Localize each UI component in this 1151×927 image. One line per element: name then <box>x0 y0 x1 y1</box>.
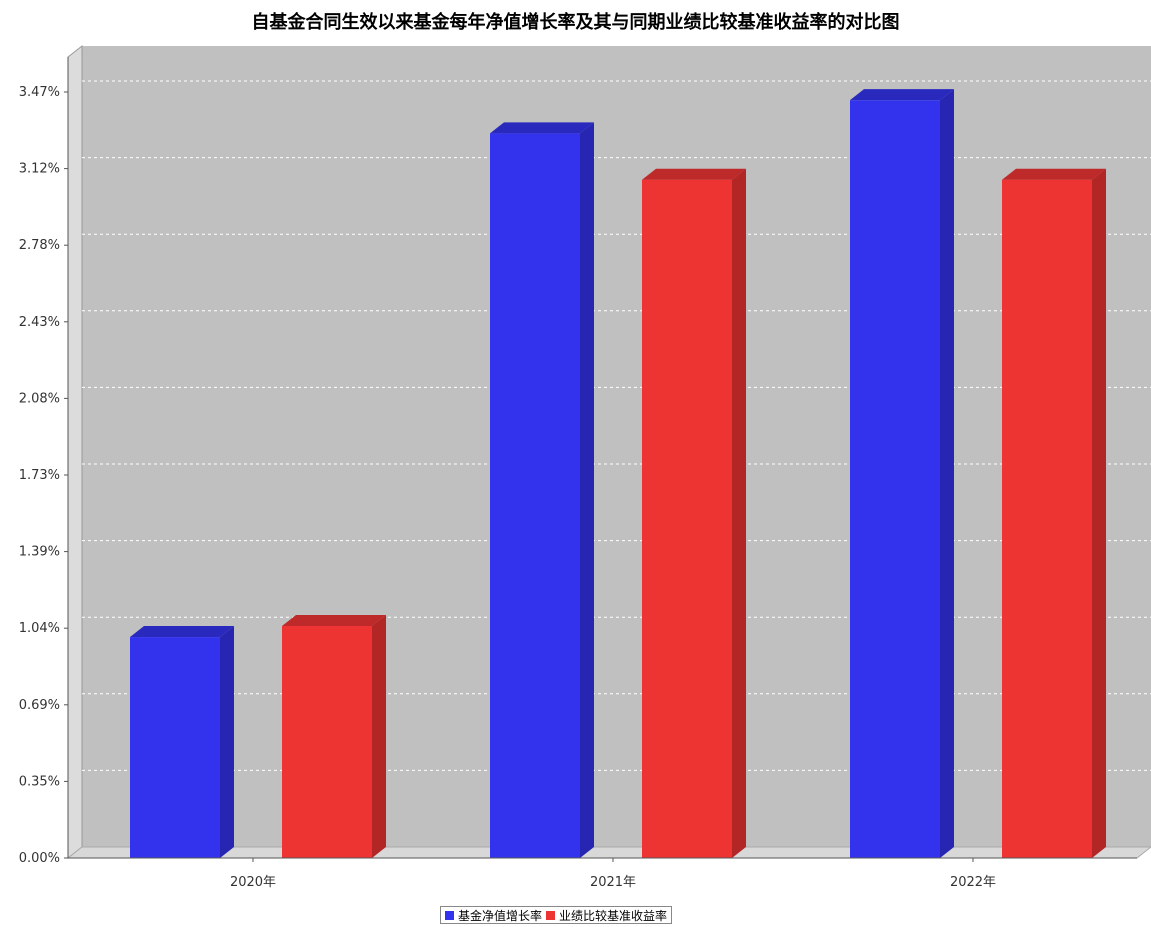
bar-benchmark-2 <box>1002 168 1106 858</box>
legend-swatch-benchmark <box>546 910 556 920</box>
legend-item-benchmark: 业绩比较基准收益率 <box>546 907 667 924</box>
y-tick-label: 0.69% <box>19 698 60 713</box>
bar-benchmark-0 <box>282 615 386 858</box>
y-tick-label: 3.12% <box>19 162 60 177</box>
y-tick-label: 1.39% <box>19 545 60 560</box>
bar-top <box>282 615 386 627</box>
y-tick-label: 0.35% <box>19 774 60 789</box>
bar-front <box>1002 179 1092 858</box>
bar-side <box>940 89 954 858</box>
bar-top <box>130 626 234 638</box>
legend-item-fund: 基金净值增长率 <box>445 907 542 924</box>
bar-top <box>642 168 746 180</box>
legend-label-fund: 基金净值增长率 <box>458 908 543 923</box>
chart-legend: 基金净值增长率 业绩比较基准收益率 <box>440 906 673 924</box>
chart-title: 自基金合同生效以来基金每年净值增长率及其与同期业绩比较基准收益率的对比图 <box>251 12 900 33</box>
bar-side <box>1092 168 1106 858</box>
bar-side <box>580 122 594 858</box>
legend-swatch-fund <box>445 910 454 920</box>
bar-side <box>732 168 746 858</box>
x-tick-label: 2022年 <box>950 875 996 890</box>
bar-top <box>490 122 594 134</box>
y-tick-label: 1.73% <box>19 468 60 483</box>
bar-side <box>372 615 386 858</box>
legend-label-benchmark: 业绩比较基准收益率 <box>559 908 668 923</box>
bar-fund-2 <box>850 89 954 858</box>
bar-top <box>1002 168 1106 180</box>
y-tick-label: 2.08% <box>19 391 60 406</box>
x-tick-label: 2020年 <box>230 875 276 890</box>
bar-benchmark-1 <box>642 168 746 858</box>
bar-front <box>130 637 220 858</box>
bar-top <box>850 89 954 101</box>
plot-back-wall <box>82 46 1151 847</box>
plot-side-wall <box>67 44 83 860</box>
y-tick-label: 3.47% <box>19 85 60 100</box>
bar-front <box>850 100 940 858</box>
bar-fund-1 <box>490 122 594 858</box>
bar-front <box>642 179 732 858</box>
x-tick-label: 2021年 <box>590 875 636 890</box>
bar-fund-0 <box>130 626 234 858</box>
y-tick-label: 2.78% <box>19 238 60 253</box>
bar-front <box>490 133 580 858</box>
y-tick-label: 0.00% <box>19 851 60 866</box>
bar-side <box>220 626 234 858</box>
y-tick-label: 2.43% <box>19 315 60 330</box>
bar-front <box>282 626 372 858</box>
bar-chart: 0.00% 0.35% 0.69% 1.04% 1.39% 1.73% 2.08% 2.43%… <box>19 44 1151 890</box>
y-tick-label: 1.04% <box>19 621 60 636</box>
